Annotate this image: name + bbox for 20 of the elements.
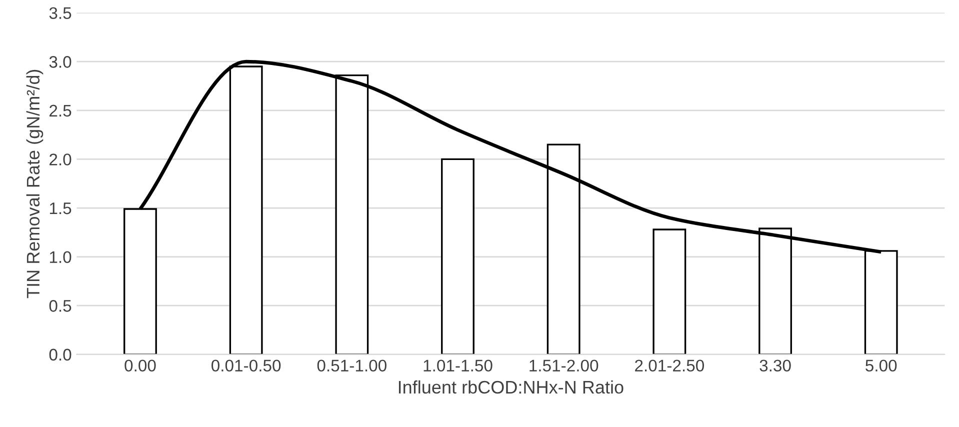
bar — [441, 158, 474, 354]
y-tick-label: 0.0 — [49, 348, 72, 361]
y-tick-label: 3.0 — [49, 56, 72, 68]
y-tick-label: 2.5 — [50, 104, 72, 117]
y-axis-title: TIN Removal Rate (gN/m²/d) — [26, 70, 44, 298]
x-tick-label: 0.51-1.00 — [317, 360, 386, 372]
y-tick-label: 3.5 — [49, 7, 72, 20]
x-tick-label: 2.01-2.50 — [635, 360, 704, 372]
x-tick-label: 1.51-2.00 — [530, 360, 598, 372]
y-tick-label: 2.0 — [50, 154, 72, 166]
x-tick-label: 0.00 — [124, 360, 156, 372]
y-tick-label: 0.5 — [49, 300, 72, 312]
x-tick-label: 0.01-0.50 — [212, 360, 281, 372]
x-axis-title: Influent rbCOD:NHx-N Ratio — [398, 380, 624, 394]
bar — [652, 228, 686, 354]
y-tick-label: 1.0 — [50, 251, 72, 264]
x-tick-label: 1.01-1.50 — [424, 360, 492, 372]
y-tick-label: 1.5 — [50, 202, 72, 214]
x-tick-label: 5.00 — [866, 360, 897, 372]
x-tick-label: 3.30 — [760, 360, 791, 372]
